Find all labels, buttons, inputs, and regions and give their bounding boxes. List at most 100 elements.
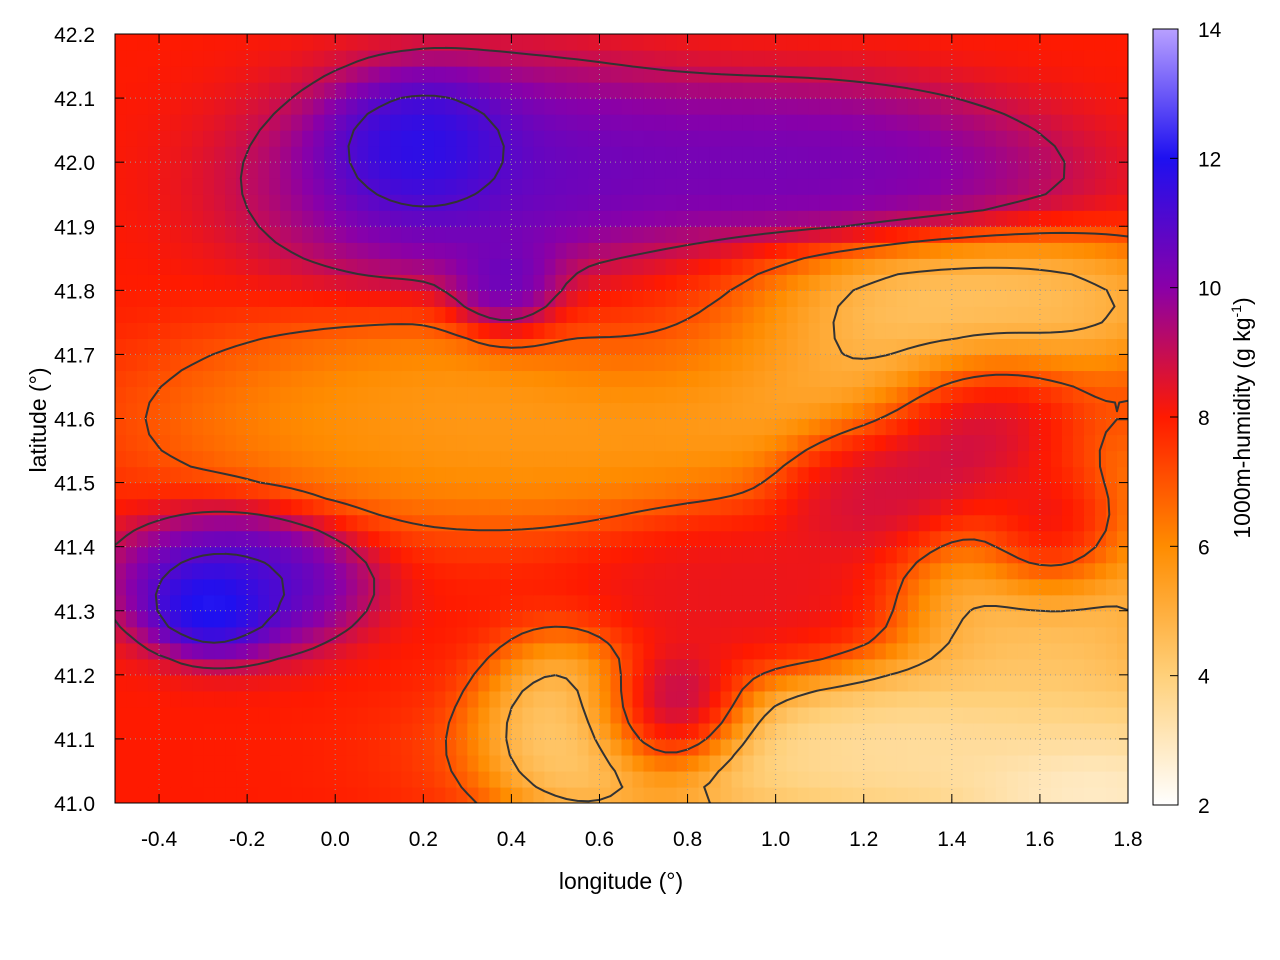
humidity-cell <box>412 210 424 227</box>
humidity-cell <box>214 434 226 452</box>
humidity-cell <box>1050 658 1063 676</box>
humidity-cell <box>368 66 380 83</box>
humidity-cell <box>830 82 843 99</box>
humidity-cell <box>478 722 490 740</box>
humidity-cell <box>775 786 788 803</box>
humidity-cell <box>709 194 722 211</box>
humidity-cell <box>698 242 711 259</box>
humidity-cell <box>1083 418 1096 436</box>
humidity-cell <box>698 546 711 564</box>
humidity-cell <box>687 482 700 500</box>
humidity-cell <box>1072 658 1085 676</box>
humidity-cell <box>533 562 546 580</box>
humidity-cell <box>588 114 601 131</box>
humidity-cell <box>720 642 733 660</box>
humidity-cell <box>797 722 810 740</box>
humidity-cell <box>357 114 369 131</box>
humidity-cell <box>192 546 204 564</box>
humidity-cell <box>225 594 237 612</box>
humidity-cell <box>456 450 468 468</box>
humidity-cell <box>665 402 678 420</box>
humidity-cell <box>324 370 336 388</box>
humidity-cell <box>610 386 623 404</box>
humidity-cell <box>918 706 931 724</box>
humidity-cell <box>830 50 843 67</box>
humidity-cell <box>731 354 744 372</box>
humidity-cell <box>258 786 270 803</box>
humidity-cell <box>797 114 810 131</box>
humidity-cell <box>511 354 524 372</box>
humidity-cell <box>1094 466 1107 484</box>
humidity-cell <box>984 130 997 147</box>
humidity-cell <box>423 290 435 307</box>
humidity-cell <box>841 34 854 51</box>
humidity-cell <box>214 162 226 179</box>
humidity-cell <box>973 82 986 99</box>
humidity-cell <box>203 34 215 51</box>
humidity-cell <box>995 162 1008 179</box>
humidity-cell <box>819 594 832 612</box>
humidity-cell <box>511 546 524 564</box>
humidity-cell <box>863 530 876 548</box>
humidity-cell <box>467 178 479 195</box>
humidity-cell <box>159 722 171 740</box>
humidity-cell <box>907 434 920 452</box>
humidity-cell <box>599 258 612 275</box>
humidity-cell <box>126 786 138 803</box>
humidity-cell <box>775 514 788 532</box>
humidity-cell <box>434 82 446 99</box>
humidity-cell <box>555 738 568 756</box>
humidity-cell <box>467 450 479 468</box>
humidity-cell <box>170 66 182 83</box>
humidity-cell <box>940 626 953 644</box>
humidity-cell <box>170 114 182 131</box>
humidity-cell <box>126 594 138 612</box>
y-tick-label: 42.1 <box>54 88 95 111</box>
humidity-cell <box>1116 642 1128 660</box>
humidity-cell <box>665 562 678 580</box>
humidity-cell <box>588 306 601 323</box>
humidity-cell <box>214 770 226 788</box>
humidity-cell <box>995 146 1008 163</box>
x-tick-label: -0.4 <box>141 828 178 851</box>
humidity-cell <box>313 130 325 147</box>
humidity-cell <box>665 82 678 99</box>
humidity-cell <box>764 386 777 404</box>
humidity-cell <box>808 562 821 580</box>
humidity-cell <box>676 722 689 740</box>
humidity-cell <box>368 82 380 99</box>
humidity-cell <box>841 562 854 580</box>
humidity-cell <box>852 594 865 612</box>
humidity-cell <box>1072 114 1085 131</box>
humidity-cell <box>962 642 975 660</box>
humidity-cell <box>445 98 457 115</box>
humidity-cell <box>1006 626 1019 644</box>
humidity-cell <box>566 402 579 420</box>
humidity-cell <box>390 178 402 195</box>
humidity-cell <box>390 226 402 243</box>
humidity-cell <box>874 370 887 388</box>
humidity-cell <box>588 50 601 67</box>
humidity-cell <box>753 530 766 548</box>
humidity-cell <box>115 354 127 372</box>
humidity-cell <box>434 290 446 307</box>
humidity-cell <box>258 578 270 596</box>
humidity-cell <box>610 706 623 724</box>
humidity-cell <box>115 466 127 484</box>
humidity-cell <box>412 482 424 500</box>
humidity-cell <box>1039 178 1052 195</box>
humidity-cell <box>621 578 634 596</box>
humidity-cell <box>247 274 259 291</box>
humidity-cell <box>1006 130 1019 147</box>
humidity-cell <box>500 786 512 803</box>
humidity-cell <box>808 386 821 404</box>
humidity-cell <box>1028 498 1041 516</box>
humidity-cell <box>852 466 865 484</box>
humidity-cell <box>1006 722 1019 740</box>
humidity-cell <box>1094 546 1107 564</box>
humidity-cell <box>346 226 358 243</box>
humidity-cell <box>478 674 490 692</box>
humidity-cell <box>247 658 259 676</box>
humidity-cell <box>896 290 909 307</box>
humidity-cell <box>819 466 832 484</box>
